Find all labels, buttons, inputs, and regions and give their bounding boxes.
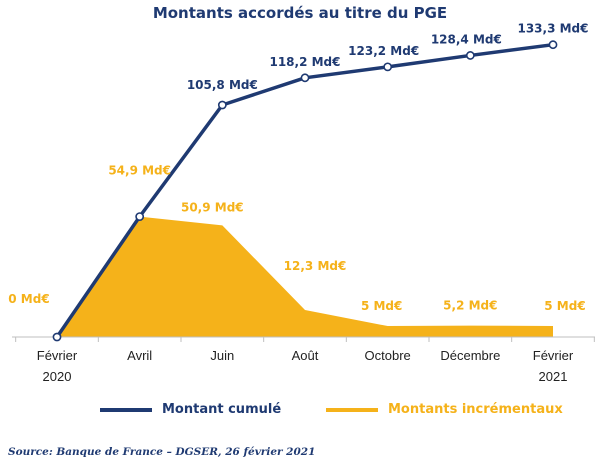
chart-title: Montants accordés au titre du PGE (152, 4, 448, 22)
legend-label-cumulative: Montant cumulé (162, 402, 282, 417)
x-tick-label: Décembre (440, 348, 500, 363)
cumulative-point (383, 62, 393, 72)
legend-item-cumulative: Montant cumulé (100, 402, 281, 417)
cumulative-point (465, 51, 475, 60)
cumulative-point (548, 40, 558, 50)
legend-swatch-incremental (326, 407, 378, 412)
cumulative-point (135, 212, 145, 222)
source-note: Source: Banque de France – DGSER, 26 fév… (8, 446, 316, 458)
cumulative-data-label: 118,2 Md€ (269, 55, 340, 69)
cumulative-point (217, 100, 227, 110)
incremental-data-label: 0 Md€ (8, 292, 49, 306)
x-tick-label: Juin (210, 348, 234, 363)
x-tick-label: Février 2020 (37, 348, 78, 384)
cumulative-data-label: 105,8 Md€ (187, 78, 258, 92)
incremental-data-label: 5,2 Md€ (443, 299, 497, 313)
incremental-area (57, 216, 553, 337)
incremental-data-label: 5 Md€ (361, 299, 402, 313)
legend-label-incremental: Montants incrémentaux (388, 402, 563, 417)
x-tick-label: Avril (127, 348, 152, 363)
incremental-data-label: 50,9 Md€ (181, 200, 244, 214)
cumulative-data-label: 128,4 Md€ (431, 32, 502, 46)
x-tick-label: Octobre (365, 348, 411, 363)
legend-item-incremental: Montants incrémentaux (326, 402, 563, 417)
cumulative-point (300, 73, 310, 83)
legend-swatch-cumulative (100, 407, 152, 412)
x-tick-label: Février 2021 (533, 348, 574, 384)
incremental-data-label: 5 Md€ (544, 299, 585, 313)
cumulative-point (52, 332, 62, 342)
cumulative-data-label: 133,3 Md€ (517, 22, 588, 36)
incremental-data-label: 12,3 Md€ (284, 259, 347, 273)
incremental-data-label: 54,9 Md€ (108, 164, 171, 178)
x-tick-label: Août (292, 348, 319, 363)
cumulative-data-label: 123,2 Md€ (348, 44, 419, 58)
